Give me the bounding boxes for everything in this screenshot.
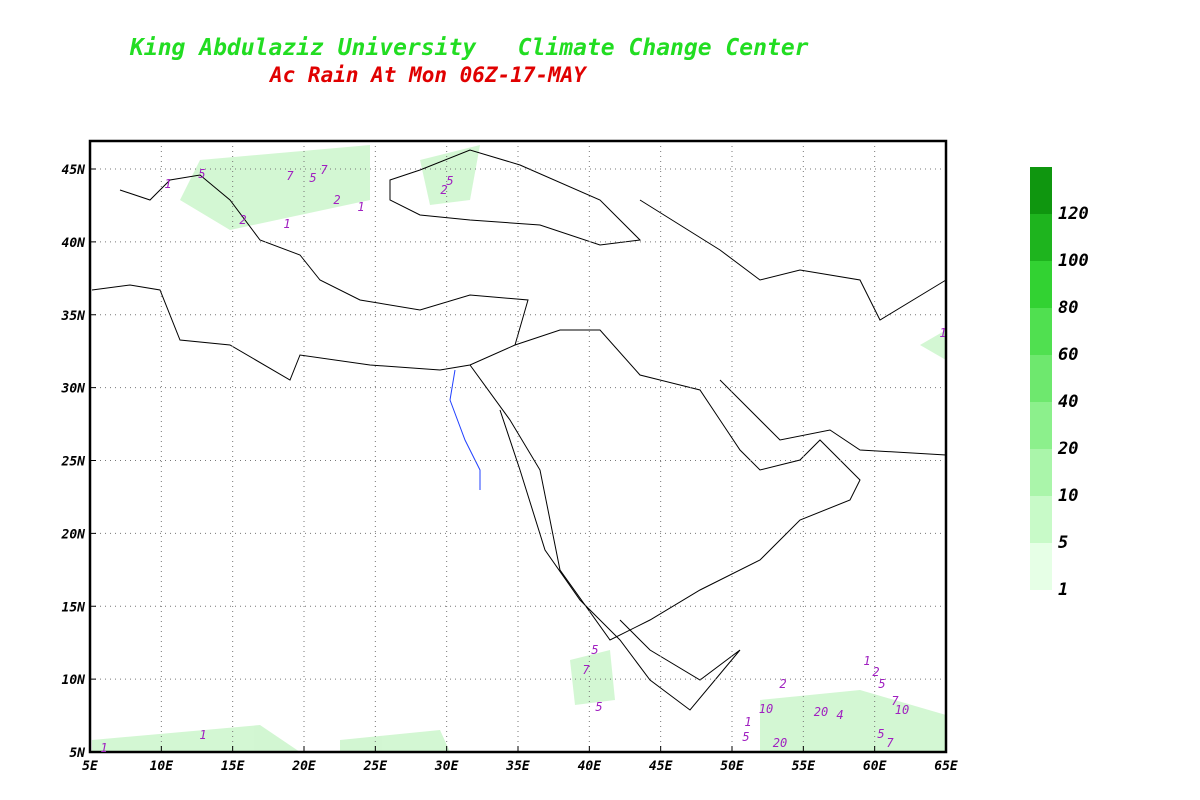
lat-tick-label: 15N [62, 600, 86, 615]
grid [89, 141, 947, 753]
patch [92, 725, 300, 752]
coastlines [91, 149, 947, 711]
contour-label: 2 [440, 183, 447, 197]
coastline [389, 149, 642, 246]
contour-label: 1 [357, 200, 364, 214]
contour-label: 5 [446, 174, 453, 188]
colorbar: 1 5 10 20 40 60 80 100 120 [1030, 167, 1089, 600]
contour-label: 1 [939, 326, 946, 340]
colorbar-label: 40 [1058, 392, 1078, 412]
lon-tick-label: 60E [863, 759, 887, 774]
contour-label: 1 [283, 217, 290, 231]
contour-label: 7 [320, 163, 328, 177]
contour-label: 7 [891, 694, 899, 708]
contour-label: 10 [895, 703, 909, 717]
title: King Abdulaziz University Climate Change… [129, 35, 809, 61]
contour-label: 2 [872, 665, 879, 679]
colorbar-label: 100 [1058, 251, 1089, 271]
colorbar-box [1030, 308, 1052, 355]
colorbar-label: 20 [1057, 439, 1078, 459]
patch [180, 145, 370, 230]
contour-label: 2 [333, 193, 340, 207]
lon-tick-label: 55E [792, 759, 816, 774]
lat-tick-label: 45N [62, 163, 86, 178]
contour-label: 5 [309, 171, 316, 185]
rain-patches [92, 145, 946, 752]
patch [760, 690, 946, 752]
lon-tick-label: 5E [82, 759, 98, 774]
lat-tick-label: 35N [61, 309, 86, 324]
river [449, 369, 481, 490]
contour-label: 5 [591, 643, 598, 657]
contour-label: 7 [582, 663, 590, 677]
lon-tick-label: 50E [720, 759, 744, 774]
lat-tick-label: 25N [61, 455, 86, 470]
coastline [499, 409, 741, 711]
contour-label: 5 [742, 730, 749, 744]
colorbar-box [1030, 214, 1052, 261]
colorbar-label: 60 [1058, 345, 1078, 365]
lat-tick-label: 20N [61, 527, 86, 542]
patch [420, 145, 480, 205]
lat-tick-label: 10N [62, 673, 86, 688]
map-frame [88, 139, 948, 754]
contour-label: 7 [886, 736, 894, 750]
contour-label: 20 [814, 705, 828, 719]
lon-tick-label: 35E [505, 759, 530, 774]
colorbar-label: 10 [1058, 486, 1078, 506]
subtitle: Ac Rain At Mon 06Z-17-MAY [268, 63, 587, 87]
lon-tick-label: 10E [150, 759, 174, 774]
contour-label: 20 [773, 736, 787, 750]
colorbar-label: 1 [1058, 580, 1068, 600]
contour-label: 10 [759, 702, 773, 716]
patch [340, 730, 450, 752]
contour-label: 5 [878, 677, 885, 691]
contour-label: 1 [199, 728, 206, 742]
colorbar-box [1030, 543, 1052, 590]
colorbar-box [1030, 261, 1052, 308]
contour-label: 2 [239, 213, 246, 227]
patch [570, 650, 615, 705]
coastline [639, 199, 947, 321]
lat-tick-label: 30N [61, 382, 86, 397]
lon-tick-label: 45E [649, 759, 673, 774]
contour-label: 1 [744, 715, 751, 729]
lat-tick-label: 40N [62, 236, 86, 251]
contour-label: 2 [779, 677, 786, 691]
coastline [469, 329, 861, 641]
patch [920, 330, 946, 360]
contour-label: 5 [198, 167, 205, 181]
contour-label: 7 [286, 169, 294, 183]
colorbar-box [1030, 402, 1052, 449]
lon-tick-label: 40E [578, 759, 602, 774]
colorbar-label: 120 [1058, 204, 1089, 224]
colorbar-label: 5 [1058, 533, 1068, 553]
coastline [719, 379, 947, 456]
lat-tick-label: 5N [69, 746, 85, 761]
contour-label: 5 [877, 727, 884, 741]
colorbar-box [1030, 449, 1052, 496]
lon-tick-label: 30E [434, 759, 459, 774]
colorbar-box [1030, 167, 1052, 214]
colorbar-box [1030, 355, 1052, 402]
colorbar-box [1030, 496, 1052, 543]
lon-tick-label: 65E [934, 759, 958, 774]
contour-label: 5 [595, 700, 602, 714]
contour-label: 1 [164, 177, 171, 191]
contour-label: 1 [100, 741, 107, 755]
lon-tick-label: 15E [221, 759, 245, 774]
coastline [91, 174, 529, 381]
lon-tick-label: 25E [363, 759, 388, 774]
lon-tick-label: 20E [291, 759, 316, 774]
colorbar-label: 80 [1058, 298, 1078, 318]
contour-label: 4 [836, 708, 843, 722]
contour-label: 1 [863, 654, 870, 668]
